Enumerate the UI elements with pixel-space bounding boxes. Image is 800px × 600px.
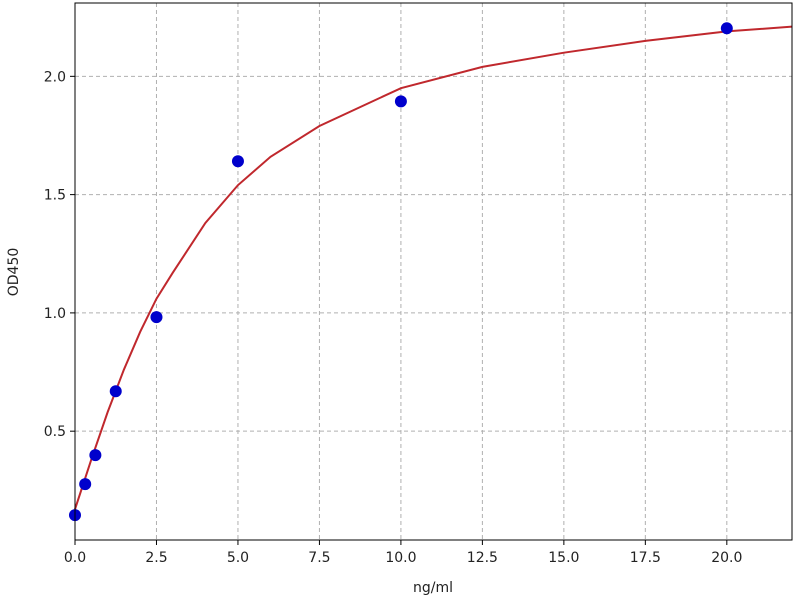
- x-tick-label: 15.0: [548, 550, 579, 566]
- data-point: [150, 311, 163, 324]
- x-tick-label: 20.0: [711, 550, 742, 566]
- x-tick-label: 12.5: [467, 550, 498, 566]
- y-tick-label: 1.0: [44, 306, 66, 322]
- data-point: [720, 22, 733, 35]
- x-tick-label: 0.0: [64, 550, 86, 566]
- data-point: [109, 385, 122, 398]
- y-tick-label: 2.0: [44, 69, 66, 85]
- x-tick-label: 10.0: [385, 550, 416, 566]
- data-point: [89, 449, 102, 462]
- x-tick-label: 2.5: [145, 550, 167, 566]
- x-tick-label: 7.5: [308, 550, 330, 566]
- fit-curve: [74, 25, 793, 510]
- y-tick-label: 0.5: [44, 424, 66, 440]
- data-point: [231, 155, 244, 168]
- x-tick-label: 17.5: [630, 550, 661, 566]
- x-tick-label: 5.0: [227, 550, 249, 566]
- plot-frame: [74, 2, 793, 541]
- data-point: [394, 95, 407, 108]
- y-tick-label: 1.5: [44, 188, 66, 204]
- data-point: [79, 478, 92, 491]
- x-axis-label: ng/ml: [413, 580, 453, 596]
- y-axis-label: OD450: [6, 248, 22, 297]
